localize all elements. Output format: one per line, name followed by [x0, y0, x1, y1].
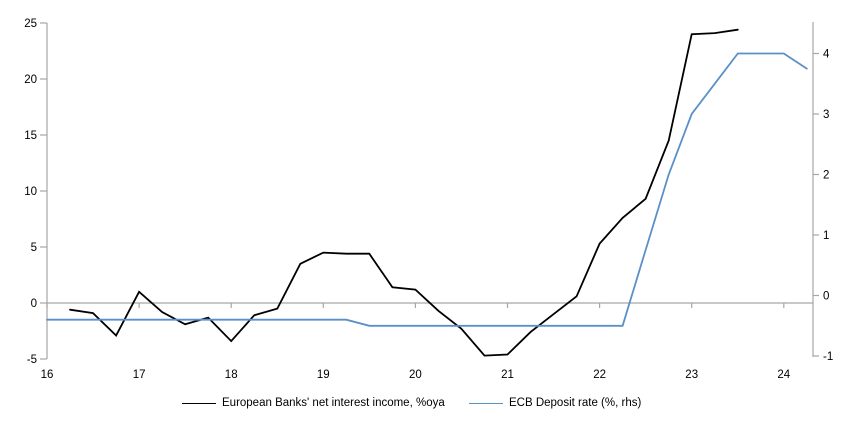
legend-label-net-interest-income: European Banks' net interest income, %oy…	[222, 397, 445, 409]
left-axis-tick-label: 15	[24, 130, 37, 142]
right-axis-tick-label: 3	[823, 109, 829, 121]
x-axis-tick-label: 21	[501, 369, 514, 381]
right-y-axis: 4 3 2 1 0 -1	[812, 22, 833, 363]
x-axis-tick-label: 17	[133, 369, 146, 381]
left-axis-tick-label: 20	[24, 74, 37, 86]
x-axis-tick-label: 22	[593, 369, 606, 381]
legend-swatch-blue-line	[469, 402, 503, 404]
series-line-net-interest-income	[69, 28, 739, 357]
x-axis-labels: 16 17 18 19 20 21 22 23 24	[41, 369, 791, 381]
legend-swatch-black-line	[182, 402, 216, 404]
x-axis-tick-label: 19	[317, 369, 330, 381]
right-axis-tick-label: -1	[823, 351, 833, 363]
legend-item-net-interest-income: European Banks' net interest income, %oy…	[182, 396, 445, 410]
right-axis-tick-label: 2	[823, 170, 829, 182]
left-axis-tick-label: -5	[27, 354, 37, 366]
legend-item-ecb-deposit-rate: ECB Deposit rate (%, rhs)	[469, 396, 641, 410]
right-axis-tick-label: 0	[823, 291, 829, 303]
x-axis-tick-label: 16	[41, 369, 54, 381]
x-axis-tick-label: 18	[225, 369, 238, 381]
right-axis-tick-label: 4	[823, 49, 830, 61]
x-axis-tick-label: 20	[409, 369, 422, 381]
left-y-axis: 25 20 15 10 5 0 -5	[24, 18, 48, 366]
legend-label-ecb-deposit-rate: ECB Deposit rate (%, rhs)	[509, 397, 642, 409]
x-axis-tick-label: 23	[685, 369, 698, 381]
x-axis-tick-label: 24	[777, 369, 790, 381]
series-line-ecb-deposit-rate	[46, 52, 808, 327]
left-axis-tick-label: 0	[31, 298, 37, 310]
left-axis-tick-label: 25	[24, 18, 37, 30]
right-axis-tick-label: 1	[823, 230, 829, 242]
left-axis-tick-label: 10	[24, 186, 37, 198]
left-axis-tick-label: 5	[31, 242, 37, 254]
